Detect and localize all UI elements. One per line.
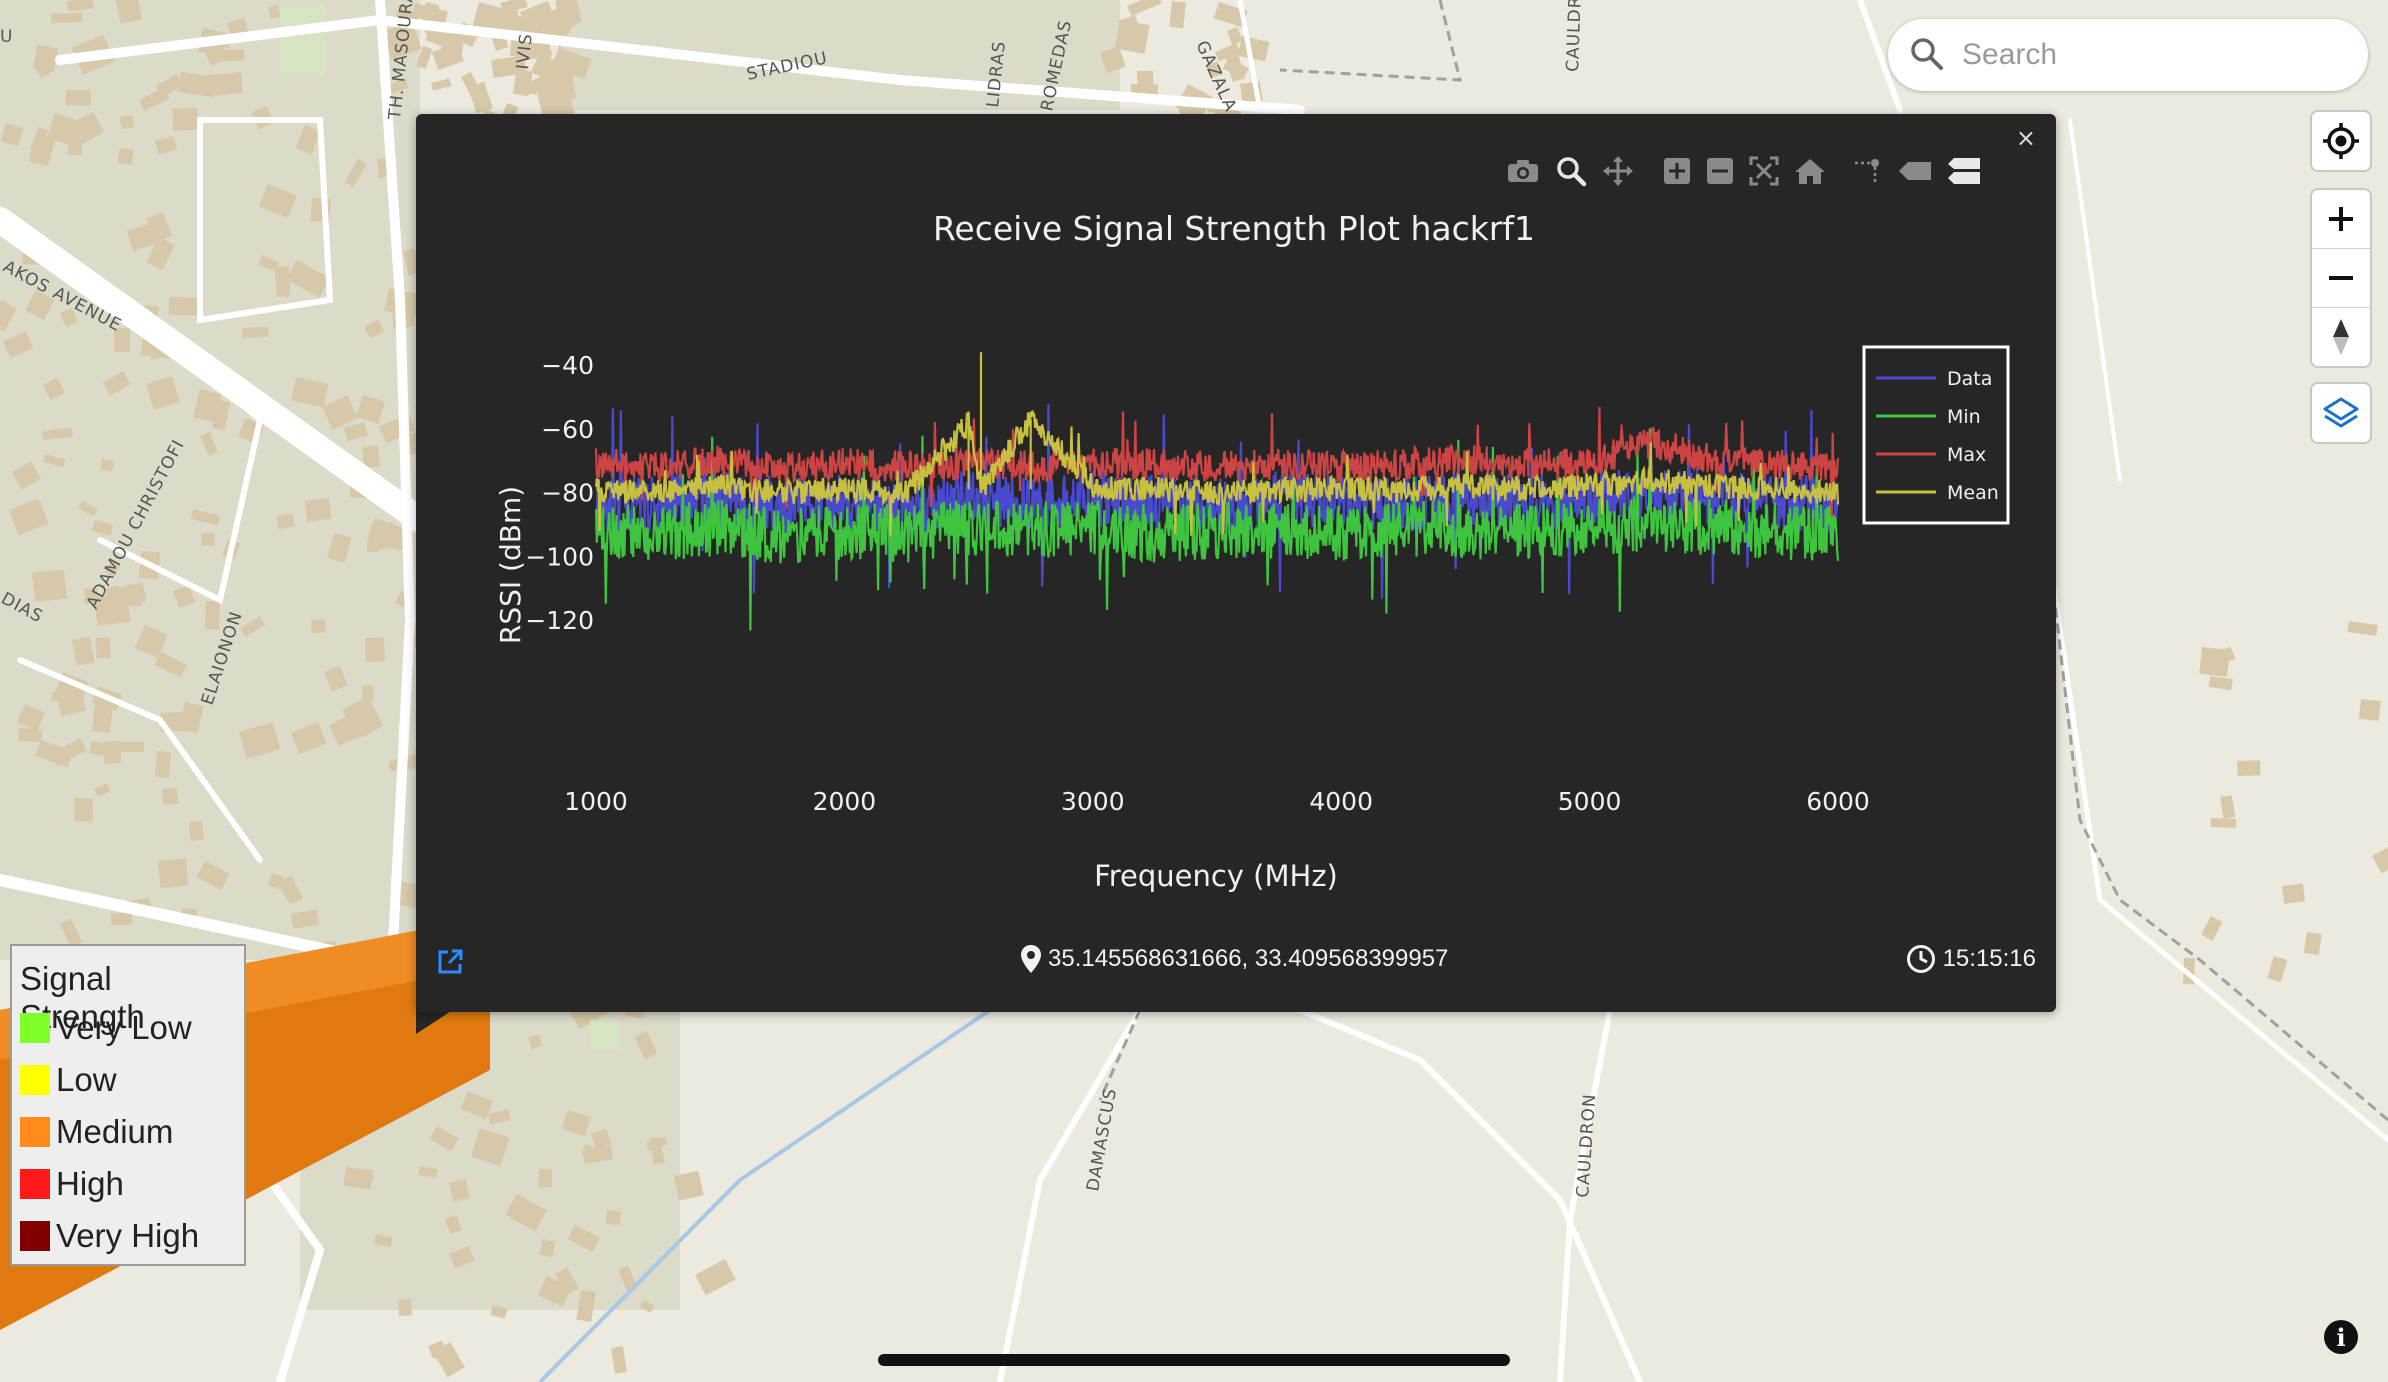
x-tick-label: 4000 [1309,787,1373,816]
hover-closest-icon [1899,162,1931,180]
locate-button[interactable] [2312,112,2370,170]
reset-axes-icon [1795,159,1825,184]
y-axis-label: RSSI (dBm) [494,486,527,644]
zoom-in-icon [1664,158,1690,184]
street-label: CAULDR [1563,0,1586,72]
zoom-in-button[interactable] [2312,190,2370,248]
spike-lines-icon [1855,159,1879,183]
legend-swatch [20,1117,50,1147]
series-line-mean [594,352,1840,537]
zoom-control [2310,188,2372,368]
legend-label: Very Low [56,1009,192,1046]
zoom-mode-button[interactable] [1555,155,1587,187]
layers-icon [2323,397,2359,428]
legend-label: Medium [56,1113,174,1150]
spike-lines-button[interactable] [1853,157,1883,185]
x-tick-label: 6000 [1806,787,1870,816]
hover-compare-icon [1948,158,1980,184]
legend-swatch [20,1221,50,1251]
pan-icon [1603,156,1633,186]
rssi-plot[interactable]: Receive Signal Strength Plot hackrf1 −40… [416,114,2056,934]
legend-swatch [20,1013,50,1043]
legend-item: Medium [20,1112,173,1152]
camera-icon [1508,160,1538,182]
legend-item: High [20,1164,124,1204]
plot-legend-label[interactable]: Mean [1947,482,1999,504]
legend-swatch [20,1169,50,1199]
y-tick-label: −100 [525,542,594,571]
autoscale-icon [1749,156,1779,186]
external-link-icon [438,949,463,974]
timestamp-text: 15:15:16 [1942,945,2036,972]
search-input[interactable] [1960,31,2344,79]
legend-label: High [56,1165,124,1202]
x-axis-label: Frequency (MHz) [1094,859,1338,893]
y-tick-label: −40 [541,351,594,380]
signal-strength-legend: Signal Strength Very Low Low Medium High… [10,944,246,1266]
locate-control [2310,110,2372,172]
legend-item: Very Low [20,1008,192,1048]
plot-legend-label[interactable]: Min [1947,406,1981,428]
layers-button[interactable] [2312,384,2370,442]
y-tick-label: −80 [541,479,594,508]
zoom-out-plot-button[interactable] [1706,157,1734,185]
download-plot-button[interactable] [1506,158,1540,184]
y-tick-label: −60 [541,415,594,444]
plot-toolbar [1506,154,1996,188]
plot-title: Receive Signal Strength Plot hackrf1 [933,209,1535,248]
hover-closest-button[interactable] [1898,160,1932,182]
series-line-max [594,407,1840,518]
pan-mode-button[interactable] [1602,155,1634,187]
signal-plot-popup: × [416,114,2056,1012]
search-icon [1911,38,1943,70]
street-label: IVIS [513,32,537,70]
legend-item: Very High [20,1216,199,1256]
plus-icon [2329,207,2353,231]
compass-icon [2333,319,2349,355]
timestamp: 15:15:16 [1906,944,2036,974]
plot-legend: Data Min Max Mean [1862,345,2010,525]
street-label: U [0,27,13,47]
info-button[interactable]: i [2324,1320,2358,1354]
x-tick-label: 2000 [813,787,877,816]
plot-legend-label[interactable]: Data [1947,368,1992,390]
legend-label: Very High [56,1217,200,1254]
legend-item: Low [20,1060,117,1100]
compass-button[interactable] [2312,308,2370,366]
zoom-out-icon [1707,158,1733,184]
hover-compare-button[interactable] [1947,157,1981,185]
coordinates: 35.145568631666, 33.409568399957 [1020,944,1448,974]
zoom-in-plot-button[interactable] [1663,157,1691,185]
coordinates-text: 35.145568631666, 33.409568399957 [1048,945,1449,972]
zoom-icon [1557,157,1587,187]
layers-control [2310,382,2372,444]
open-external-button[interactable] [436,948,464,981]
location-pin-icon [1021,945,1041,973]
close-button[interactable]: × [2015,124,2036,152]
x-tick-label: 3000 [1061,787,1125,816]
series-line-min [594,428,1840,631]
reset-axes-button[interactable] [1794,157,1826,185]
x-tick-label: 1000 [564,787,628,816]
zoom-out-button[interactable] [2312,249,2370,307]
home-indicator[interactable] [878,1354,1510,1366]
street-label: CAULDRON [1573,1093,1600,1199]
legend-label: Low [56,1061,117,1098]
locate-icon [2323,123,2359,159]
plot-legend-label[interactable]: Max [1947,444,1986,466]
search-bar[interactable] [1888,19,2368,91]
autoscale-button[interactable] [1749,156,1779,186]
clock-icon [1906,945,1935,973]
minus-icon [2329,276,2353,280]
y-tick-label: −120 [525,606,594,635]
legend-swatch [20,1065,50,1095]
x-tick-label: 5000 [1558,787,1622,816]
